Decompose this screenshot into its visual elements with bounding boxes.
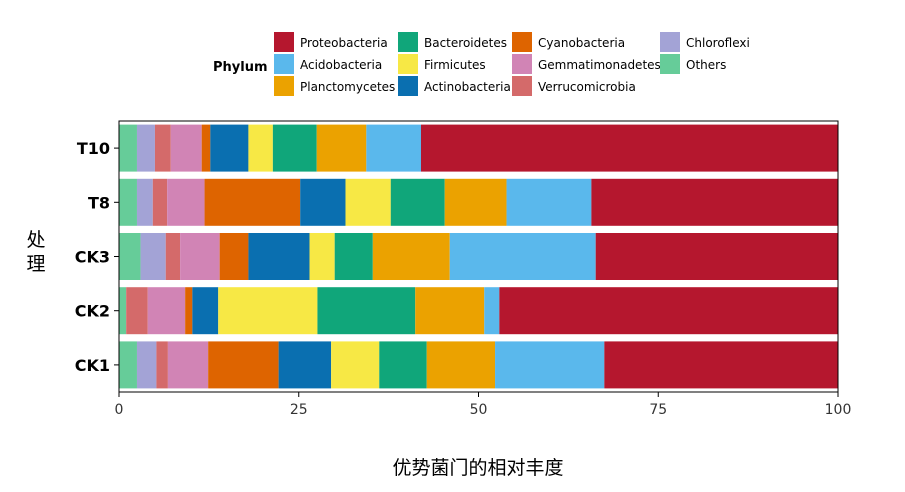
legend-key-verrucomicrobia bbox=[512, 76, 532, 96]
legend-label-cyanobacteria: Cyanobacteria bbox=[538, 36, 625, 50]
legend-key-chloroflexi bbox=[660, 32, 680, 52]
bar-segment-t8-gemmatimonadetes bbox=[167, 178, 205, 226]
bar-segment-ck2-acidobacteria bbox=[484, 287, 500, 335]
legend-key-others bbox=[660, 54, 680, 74]
bar-segment-ck2-firmicutes bbox=[218, 287, 318, 335]
bar-segment-ck3-verrucomicrobia bbox=[165, 233, 181, 280]
bars bbox=[119, 124, 838, 389]
x-tick-label: 50 bbox=[470, 402, 488, 418]
bar-segment-ck2-verrucomicrobia bbox=[126, 287, 148, 335]
legend-key-proteobacteria bbox=[274, 32, 294, 52]
bar-segment-ck1-gemmatimonadetes bbox=[167, 341, 209, 389]
bar-segment-ck2-others bbox=[119, 287, 127, 335]
legend-key-bacteroidetes bbox=[398, 32, 418, 52]
legend-label-bacteroidetes: Bacteroidetes bbox=[424, 36, 507, 50]
bar-segment-ck1-cyanobacteria bbox=[208, 341, 279, 389]
bar-segment-t10-others bbox=[119, 124, 137, 172]
bar-segment-t8-chloroflexi bbox=[136, 178, 153, 226]
y-axis-label-text: 处理 bbox=[26, 229, 45, 275]
legend-label-acidobacteria: Acidobacteria bbox=[300, 58, 382, 72]
bar-segment-ck2-planctomycetes bbox=[415, 287, 485, 335]
bar-segment-t10-bacteroidetes bbox=[272, 124, 317, 172]
legend-label-proteobacteria: Proteobacteria bbox=[300, 36, 388, 50]
bar-segment-t8-bacteroidetes bbox=[390, 178, 445, 226]
y-tick-label-t8: T8 bbox=[88, 193, 110, 212]
legend-label-chloroflexi: Chloroflexi bbox=[686, 36, 750, 50]
bar-segment-ck1-firmicutes bbox=[331, 341, 380, 389]
bar-segment-ck3-actinobacteria bbox=[248, 233, 310, 280]
y-axis: T10 T8 CK3 CK2 CK1 bbox=[75, 139, 119, 375]
bar-segment-t8-cyanobacteria bbox=[204, 178, 301, 226]
legend-key-actinobacteria bbox=[398, 76, 418, 96]
bar-segment-t8-others bbox=[119, 178, 137, 226]
x-tick-label: 75 bbox=[649, 402, 667, 418]
bar-segment-ck3-firmicutes bbox=[309, 233, 335, 280]
legend-label-firmicutes: Firmicutes bbox=[424, 58, 486, 72]
bar-segment-ck1-bacteroidetes bbox=[379, 341, 427, 389]
bar-segment-t8-actinobacteria bbox=[300, 178, 346, 226]
bar-segment-ck1-acidobacteria bbox=[495, 341, 605, 389]
bar-segment-ck1-others bbox=[119, 341, 137, 389]
x-tick-label: 25 bbox=[290, 402, 308, 418]
bar-segment-ck2-actinobacteria bbox=[192, 287, 219, 335]
bar-segment-ck3-acidobacteria bbox=[449, 233, 596, 280]
bar-segment-t10-verrucomicrobia bbox=[154, 124, 171, 172]
y-axis-label: 处理 bbox=[26, 229, 45, 275]
bar-segment-t10-chloroflexi bbox=[136, 124, 155, 172]
bar-segment-t10-proteobacteria bbox=[420, 124, 838, 172]
bar-segment-t10-acidobacteria bbox=[366, 124, 421, 172]
bar-segment-ck3-planctomycetes bbox=[372, 233, 450, 280]
bar-segment-ck3-cyanobacteria bbox=[219, 233, 249, 280]
bar-segment-ck1-verrucomicrobia bbox=[156, 341, 168, 389]
y-tick-label-ck3: CK3 bbox=[75, 248, 110, 267]
bar-segment-t8-firmicutes bbox=[345, 178, 391, 226]
y-tick-label-t10: T10 bbox=[77, 139, 110, 158]
legend-title: Phylum bbox=[213, 60, 268, 75]
bar-segment-t10-planctomycetes bbox=[316, 124, 367, 172]
legend-key-planctomycetes bbox=[274, 76, 294, 96]
bar-segment-ck3-proteobacteria bbox=[595, 233, 838, 280]
plot-frame bbox=[118, 120, 839, 393]
legend-label-actinobacteria: Actinobacteria bbox=[424, 80, 511, 94]
bar-segment-ck3-others bbox=[119, 233, 141, 280]
legend-key-acidobacteria bbox=[274, 54, 294, 74]
bar-segment-t8-acidobacteria bbox=[506, 178, 592, 226]
bar-segment-t10-cyanobacteria bbox=[201, 124, 211, 172]
bar-segment-t8-planctomycetes bbox=[444, 178, 507, 226]
legend: Phylum Proteobacteria Acidobacteria Planct… bbox=[213, 32, 750, 96]
bar-segment-ck1-chloroflexi bbox=[136, 341, 157, 389]
bar-segment-ck2-proteobacteria bbox=[499, 287, 838, 335]
bar-segment-t10-firmicutes bbox=[248, 124, 273, 172]
bar-segment-t8-proteobacteria bbox=[591, 178, 838, 226]
legend-key-gemmatimonadetes bbox=[512, 54, 532, 74]
y-tick-label-ck1: CK1 bbox=[75, 356, 110, 375]
legend-key-cyanobacteria bbox=[512, 32, 532, 52]
x-tick-label: 0 bbox=[115, 402, 124, 418]
bar-segment-ck3-bacteroidetes bbox=[334, 233, 373, 280]
x-axis-label: 优势菌门的相对丰度 bbox=[392, 457, 563, 479]
bar-segment-t10-actinobacteria bbox=[210, 124, 249, 172]
legend-label-planctomycetes: Planctomycetes bbox=[300, 80, 395, 94]
y-tick-label-ck2: CK2 bbox=[75, 302, 110, 321]
bar-segment-ck1-actinobacteria bbox=[278, 341, 332, 389]
bar-segment-ck2-gemmatimonadetes bbox=[147, 287, 186, 335]
bar-segment-t8-verrucomicrobia bbox=[152, 178, 168, 226]
bar-segment-ck3-chloroflexi bbox=[140, 233, 166, 280]
bar-segment-ck1-proteobacteria bbox=[604, 341, 838, 389]
legend-key-firmicutes bbox=[398, 54, 418, 74]
bar-segment-t10-gemmatimonadetes bbox=[170, 124, 202, 172]
bar-segment-ck3-gemmatimonadetes bbox=[180, 233, 220, 280]
x-tick-label: 100 bbox=[825, 402, 852, 418]
legend-label-others: Others bbox=[686, 58, 726, 72]
x-axis: 0 25 50 75 100 bbox=[115, 392, 852, 418]
bar-segment-ck1-planctomycetes bbox=[426, 341, 496, 389]
bar-segment-ck2-bacteroidetes bbox=[317, 287, 416, 335]
legend-label-verrucomicrobia: Verrucomicrobia bbox=[538, 80, 636, 94]
bar-segment-ck2-cyanobacteria bbox=[185, 287, 193, 335]
legend-label-gemmatimonadetes: Gemmatimonadetes bbox=[538, 58, 661, 72]
